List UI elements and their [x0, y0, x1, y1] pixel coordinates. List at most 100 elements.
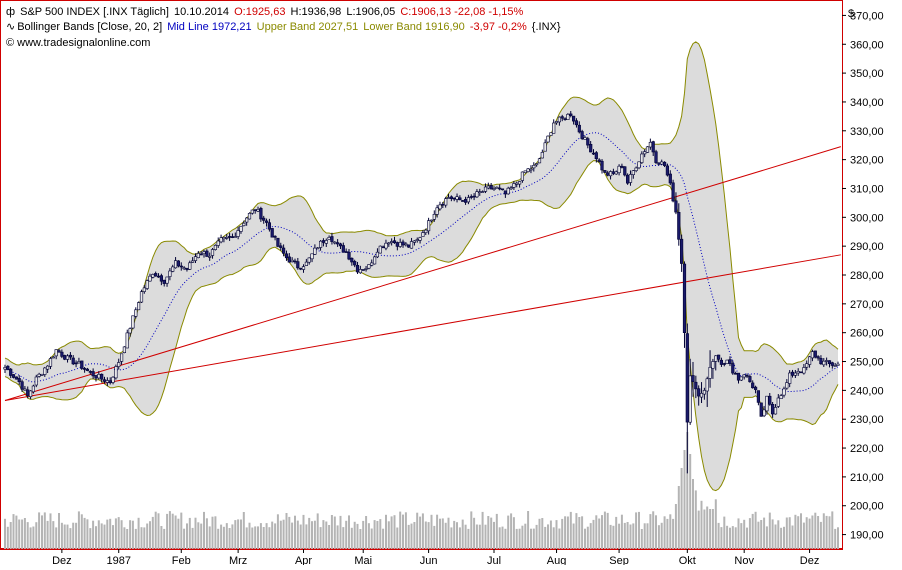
candle	[679, 234, 684, 272]
candle-body	[267, 222, 272, 230]
candle-body	[122, 346, 126, 353]
volume-bar	[29, 527, 32, 549]
candle	[168, 268, 172, 281]
candle-body	[614, 171, 618, 175]
volume-bar	[706, 506, 709, 549]
candle-body	[63, 355, 67, 360]
volume-bar	[140, 527, 143, 549]
volume-bar	[453, 520, 456, 549]
volume-bar	[737, 518, 740, 549]
candle-body	[91, 371, 95, 377]
y-tick-label: 350,00	[850, 68, 884, 80]
candle-body	[321, 240, 326, 243]
volume-bar	[669, 514, 672, 549]
volume-bar	[777, 520, 780, 549]
candle	[637, 161, 641, 170]
candle	[824, 357, 829, 366]
candle	[287, 253, 291, 263]
candle-body	[276, 237, 280, 247]
candle	[134, 307, 138, 319]
volume-bar	[595, 515, 598, 549]
volume-bar	[802, 522, 805, 549]
candle-body	[645, 146, 650, 153]
volume-bar	[26, 522, 29, 549]
candle	[480, 190, 485, 193]
candle-body	[398, 242, 402, 247]
candle	[335, 239, 340, 247]
candle-body	[591, 152, 596, 155]
volume-bar	[103, 524, 106, 549]
candle-body	[785, 382, 789, 389]
volume-bar	[117, 517, 120, 549]
candle	[210, 247, 215, 259]
candle	[389, 238, 394, 246]
candle	[819, 355, 823, 365]
candle-body	[822, 360, 826, 366]
volume-bar	[831, 511, 834, 549]
candle	[483, 183, 488, 194]
volume-bar	[382, 528, 385, 549]
volume-bar	[586, 526, 589, 549]
candle	[208, 252, 212, 261]
candle	[617, 164, 621, 176]
candle-body	[520, 171, 524, 181]
volume-bar	[674, 504, 677, 549]
candle-body	[480, 191, 485, 193]
candle-body	[65, 355, 70, 360]
candle	[728, 356, 732, 367]
candle-body	[444, 198, 448, 206]
candle-body	[688, 375, 692, 423]
candle-body	[594, 152, 598, 160]
candle	[529, 165, 533, 174]
candle-body	[830, 362, 834, 366]
trendline-layer	[4, 146, 841, 401]
candle-body	[364, 268, 368, 270]
candle-body	[782, 388, 786, 396]
candle-body	[23, 388, 27, 391]
volume-bar	[100, 523, 103, 549]
y-tick-label: 330,00	[850, 126, 884, 138]
candle	[628, 170, 633, 186]
candle	[28, 390, 33, 400]
candle-body	[742, 374, 746, 378]
volume-bar	[558, 528, 561, 549]
volume-bar	[285, 513, 288, 549]
candle-body	[819, 357, 823, 365]
candle	[45, 365, 50, 373]
candle	[830, 361, 834, 369]
header-line-indicator: ∿ Bollinger Bands [Close, 20, 2] Mid Line…	[6, 21, 563, 34]
candle	[753, 385, 758, 394]
candle	[822, 358, 826, 367]
volume-bar	[214, 516, 217, 549]
candle	[60, 349, 64, 359]
volume-bar	[339, 515, 342, 549]
candle-body	[631, 170, 635, 175]
volume-bar	[43, 512, 46, 549]
x-tick-label: 1987	[106, 555, 130, 565]
candle-body	[205, 250, 209, 257]
volume-bar	[780, 527, 783, 549]
candle	[785, 379, 789, 390]
volume-bar	[197, 522, 200, 549]
candle-body	[731, 363, 735, 374]
volume-bar	[9, 522, 12, 549]
candle-body	[725, 359, 729, 364]
close-change-value: C:1906,13 -22,08 -1,15%	[400, 6, 524, 18]
candle-layer	[3, 111, 840, 474]
candle-body	[256, 209, 260, 212]
volume-bar	[222, 526, 225, 549]
candle-body	[48, 358, 53, 367]
candle-body	[577, 124, 581, 133]
volume-bar	[765, 526, 768, 549]
header-line-copyright: © www.tradesignalonline.com	[6, 37, 152, 50]
candle-body	[546, 135, 550, 143]
candle	[68, 352, 72, 360]
indicator-change-value: -3,97 -0,2%	[469, 21, 527, 33]
candle-body	[679, 238, 684, 264]
candle-body	[108, 380, 112, 384]
volume-bar	[163, 528, 166, 549]
candle-body	[199, 253, 203, 256]
candle	[475, 189, 479, 198]
candle	[557, 116, 561, 126]
